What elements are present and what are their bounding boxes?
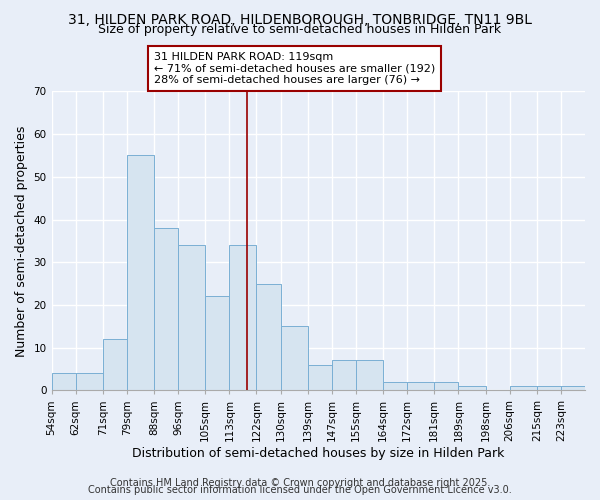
Bar <box>281 326 308 390</box>
Bar <box>154 228 178 390</box>
Text: Contains HM Land Registry data © Crown copyright and database right 2025.: Contains HM Land Registry data © Crown c… <box>110 478 490 488</box>
Bar <box>561 386 585 390</box>
Text: Size of property relative to semi-detached houses in Hilden Park: Size of property relative to semi-detach… <box>98 22 502 36</box>
Y-axis label: Number of semi-detached properties: Number of semi-detached properties <box>15 125 28 356</box>
Bar <box>103 339 127 390</box>
Bar <box>332 360 356 390</box>
Bar <box>256 284 281 391</box>
Text: 31 HILDEN PARK ROAD: 119sqm
← 71% of semi-detached houses are smaller (192)
28% : 31 HILDEN PARK ROAD: 119sqm ← 71% of sem… <box>154 52 435 85</box>
Bar <box>383 382 407 390</box>
Bar <box>458 386 485 390</box>
Bar <box>76 373 103 390</box>
Bar <box>205 296 229 390</box>
Bar <box>229 245 256 390</box>
Bar <box>407 382 434 390</box>
Bar <box>509 386 537 390</box>
X-axis label: Distribution of semi-detached houses by size in Hilden Park: Distribution of semi-detached houses by … <box>132 447 505 460</box>
Bar <box>178 245 205 390</box>
Bar <box>127 156 154 390</box>
Text: Contains public sector information licensed under the Open Government Licence v3: Contains public sector information licen… <box>88 485 512 495</box>
Bar <box>308 364 332 390</box>
Bar <box>52 373 76 390</box>
Text: 31, HILDEN PARK ROAD, HILDENBOROUGH, TONBRIDGE, TN11 9BL: 31, HILDEN PARK ROAD, HILDENBOROUGH, TON… <box>68 12 532 26</box>
Bar <box>537 386 561 390</box>
Bar <box>434 382 458 390</box>
Bar <box>356 360 383 390</box>
